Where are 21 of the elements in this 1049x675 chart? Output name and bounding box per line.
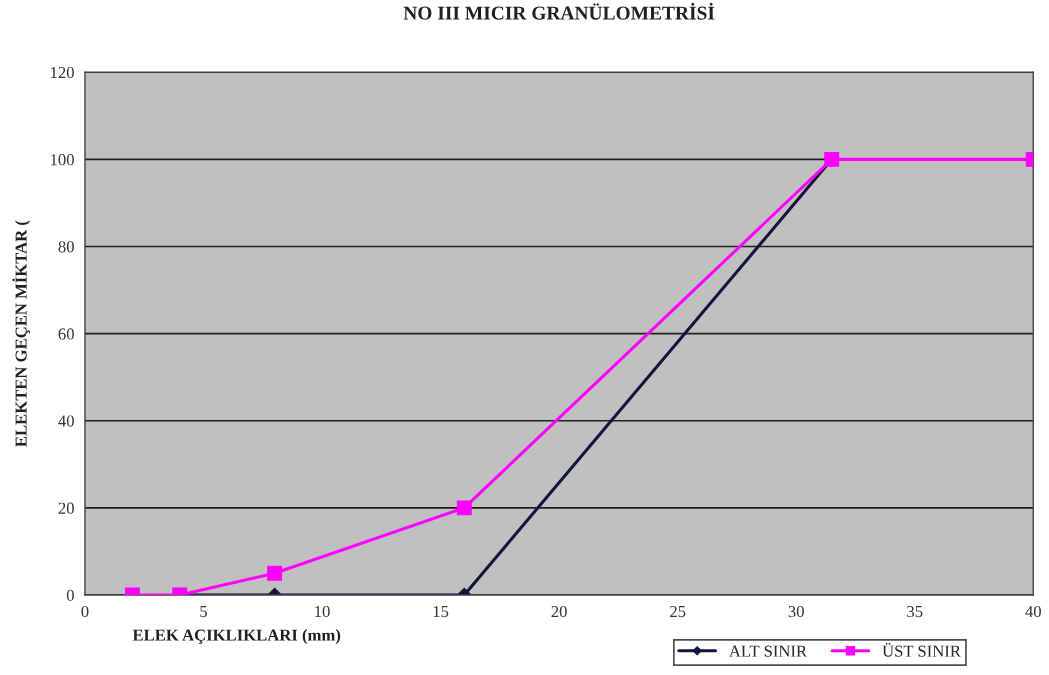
legend-label: ALT SINIR	[728, 645, 808, 657]
y-tick-label: 60	[58, 328, 74, 340]
chart-title: NO III MICIR GRANÜLOMETRİSİ	[403, 2, 715, 20]
y-axis-title: ELEKTEN GEÇEN MİKTAR (	[12, 220, 31, 447]
x-tick-label: 30	[788, 605, 804, 618]
y-tick-label: 0	[66, 589, 74, 601]
x-tick-label: 5	[200, 606, 208, 618]
y-tick-label: 120	[51, 66, 74, 79]
y-tick-label: 40	[58, 415, 74, 427]
x-tick-label: 15	[433, 605, 449, 618]
x-tick-label: 25	[670, 605, 686, 618]
legend-label: ÜST SINIR	[882, 643, 961, 657]
x-tick-label: 40	[1025, 605, 1041, 618]
y-tick-label: 100	[51, 154, 74, 166]
x-tick-label: 20	[551, 605, 567, 618]
x-axis-title: ELEK AÇIKLIKLARI (mm)	[132, 628, 341, 645]
y-tick-label: 20	[58, 502, 74, 514]
x-tick-label: 35	[907, 605, 923, 618]
y-tick-label: 80	[58, 241, 74, 253]
x-tick-label: 10	[315, 605, 330, 618]
x-tick-label: 0	[81, 605, 89, 618]
